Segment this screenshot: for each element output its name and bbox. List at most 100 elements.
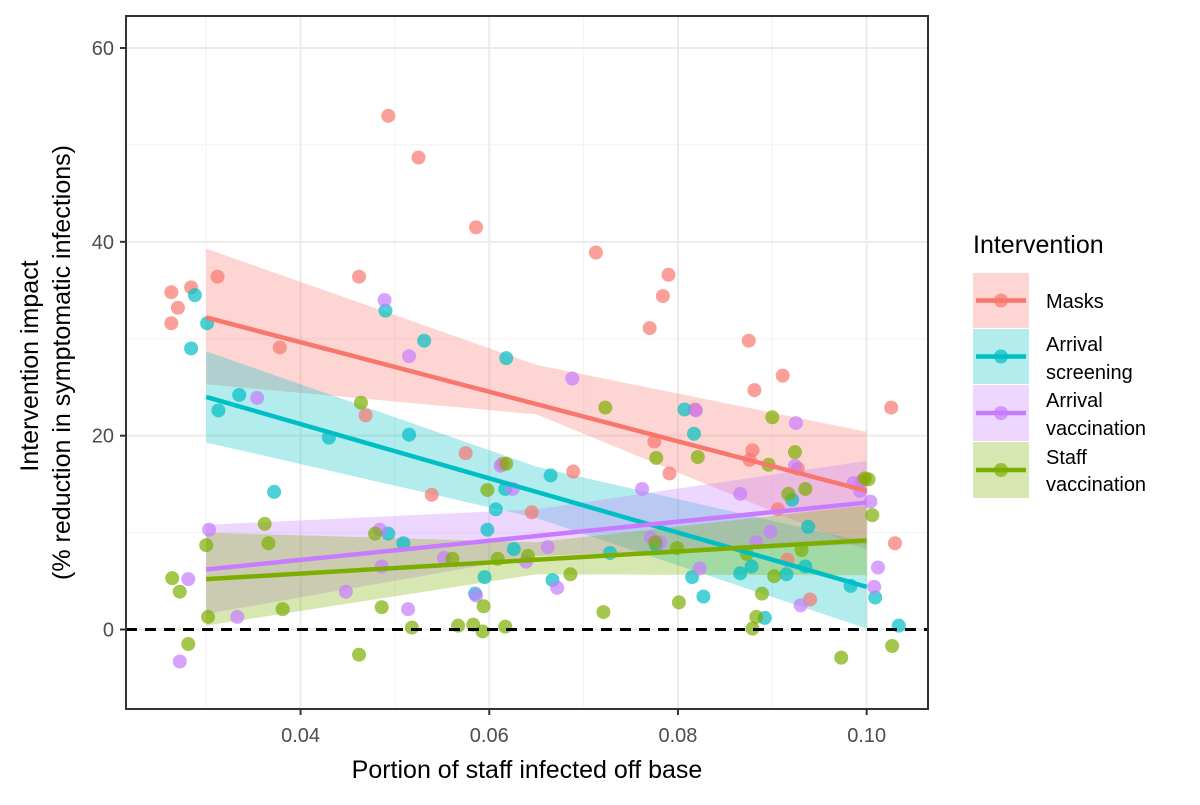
x-tick-label: 0.04 bbox=[281, 725, 320, 747]
data-point-series-3 bbox=[745, 621, 760, 636]
data-point-series-2 bbox=[688, 403, 703, 418]
y-tick-label: 20 bbox=[92, 426, 114, 448]
data-point-series-3 bbox=[596, 605, 611, 620]
legend-label-3: Staff bbox=[1046, 447, 1087, 469]
confidence-band-0 bbox=[206, 248, 867, 551]
data-point-series-1 bbox=[801, 519, 816, 534]
data-point-series-2 bbox=[763, 524, 778, 539]
legend-label-1: Arrival bbox=[1046, 334, 1103, 356]
data-point-series-0 bbox=[642, 321, 657, 336]
fit-lines bbox=[205, 315, 868, 590]
data-point-series-3 bbox=[165, 571, 180, 586]
data-point-series-1 bbox=[868, 590, 883, 605]
x-axis-ticks: 0.04 0.06 0.08 0.10 bbox=[281, 709, 886, 747]
data-point-series-2 bbox=[230, 609, 245, 624]
data-point-series-2 bbox=[692, 561, 707, 576]
data-point-series-3 bbox=[767, 569, 782, 584]
legend: Intervention Masks Arrival screening Arriva… bbox=[973, 231, 1146, 498]
data-point-series-0 bbox=[458, 446, 473, 461]
data-point-series-2 bbox=[870, 560, 885, 575]
data-point-series-0 bbox=[469, 220, 484, 235]
data-point-series-1 bbox=[744, 559, 759, 574]
data-point-series-2 bbox=[540, 540, 555, 555]
legend-title: Intervention bbox=[973, 231, 1104, 259]
data-point-series-1 bbox=[184, 341, 199, 356]
y-tick-label: 0 bbox=[103, 620, 114, 642]
x-tick-label: 0.06 bbox=[470, 725, 509, 747]
data-point-series-3 bbox=[261, 536, 276, 551]
data-point-series-1 bbox=[267, 484, 282, 499]
data-point-series-0 bbox=[745, 443, 760, 458]
data-point-series-3 bbox=[563, 567, 578, 582]
data-point-series-3 bbox=[671, 595, 686, 610]
data-point-series-0 bbox=[741, 333, 756, 348]
x-axis-title: Portion of staff infected off base bbox=[352, 756, 703, 784]
data-point-series-2 bbox=[469, 588, 484, 603]
data-point-series-3 bbox=[648, 535, 663, 550]
data-point-series-0 bbox=[661, 267, 676, 282]
data-point-series-2 bbox=[401, 602, 416, 617]
data-point-series-2 bbox=[338, 584, 353, 599]
plot-panel bbox=[126, 16, 928, 709]
data-point-series-2 bbox=[788, 416, 803, 431]
data-point-series-3 bbox=[798, 481, 813, 496]
data-point-series-0 bbox=[381, 108, 396, 123]
data-point-series-3 bbox=[781, 486, 796, 501]
data-point-series-3 bbox=[754, 586, 769, 601]
data-point-series-1 bbox=[396, 536, 411, 551]
data-point-series-1 bbox=[477, 570, 492, 585]
data-point-series-2 bbox=[172, 654, 187, 669]
legend-label-2: vaccination bbox=[1046, 418, 1146, 440]
fit-line-0 bbox=[205, 315, 868, 494]
data-point-series-0 bbox=[775, 368, 790, 383]
legend-label-3: vaccination bbox=[1046, 474, 1146, 496]
data-point-series-1 bbox=[506, 542, 521, 557]
data-point-series-3 bbox=[498, 619, 513, 634]
scatter-points bbox=[164, 108, 906, 669]
plot-border bbox=[125, 15, 929, 710]
data-point-series-3 bbox=[690, 450, 705, 464]
y-axis-title: Intervention impact (% reduction in symp… bbox=[16, 145, 76, 580]
data-point-series-1 bbox=[696, 589, 711, 604]
data-point-series-0 bbox=[566, 464, 581, 479]
y-axis-ticks: 0 20 40 60 bbox=[92, 38, 126, 642]
data-point-series-3 bbox=[201, 609, 216, 624]
data-point-series-1 bbox=[499, 351, 514, 366]
data-point-series-0 bbox=[662, 466, 677, 481]
data-point-series-1 bbox=[779, 567, 794, 582]
data-point-series-1 bbox=[211, 403, 226, 418]
confidence-band-3 bbox=[206, 505, 867, 626]
data-point-series-3 bbox=[275, 602, 290, 617]
data-point-series-3 bbox=[181, 637, 196, 652]
data-point-series-3 bbox=[476, 599, 491, 614]
data-point-series-3 bbox=[598, 400, 613, 415]
data-point-series-3 bbox=[834, 650, 849, 665]
data-point-series-2 bbox=[733, 486, 748, 501]
data-point-series-0 bbox=[655, 289, 670, 304]
data-point-series-0 bbox=[210, 269, 225, 284]
data-point-series-1 bbox=[187, 288, 202, 303]
data-point-series-3 bbox=[352, 647, 367, 662]
legend-key-point-1 bbox=[994, 349, 1008, 364]
data-point-series-2 bbox=[202, 522, 217, 537]
data-point-series-2 bbox=[181, 572, 196, 587]
legend-key-point-2 bbox=[994, 406, 1008, 420]
data-point-series-2 bbox=[550, 580, 565, 595]
y-tick-label: 60 bbox=[92, 38, 114, 60]
fit-line-3 bbox=[206, 538, 867, 582]
data-point-series-3 bbox=[649, 450, 664, 465]
data-point-series-2 bbox=[863, 494, 878, 509]
x-tick-label: 0.08 bbox=[658, 725, 697, 747]
data-point-series-0 bbox=[358, 408, 373, 423]
y-axis-title-line-1: Intervention impact bbox=[16, 260, 44, 471]
grid-minor bbox=[126, 16, 928, 709]
data-point-series-3 bbox=[749, 609, 764, 624]
data-point-series-3 bbox=[885, 639, 900, 653]
data-point-series-1 bbox=[687, 426, 702, 441]
data-point-series-0 bbox=[411, 150, 426, 165]
data-point-series-0 bbox=[588, 245, 603, 260]
data-point-series-3 bbox=[480, 482, 495, 497]
data-point-series-3 bbox=[499, 456, 514, 471]
